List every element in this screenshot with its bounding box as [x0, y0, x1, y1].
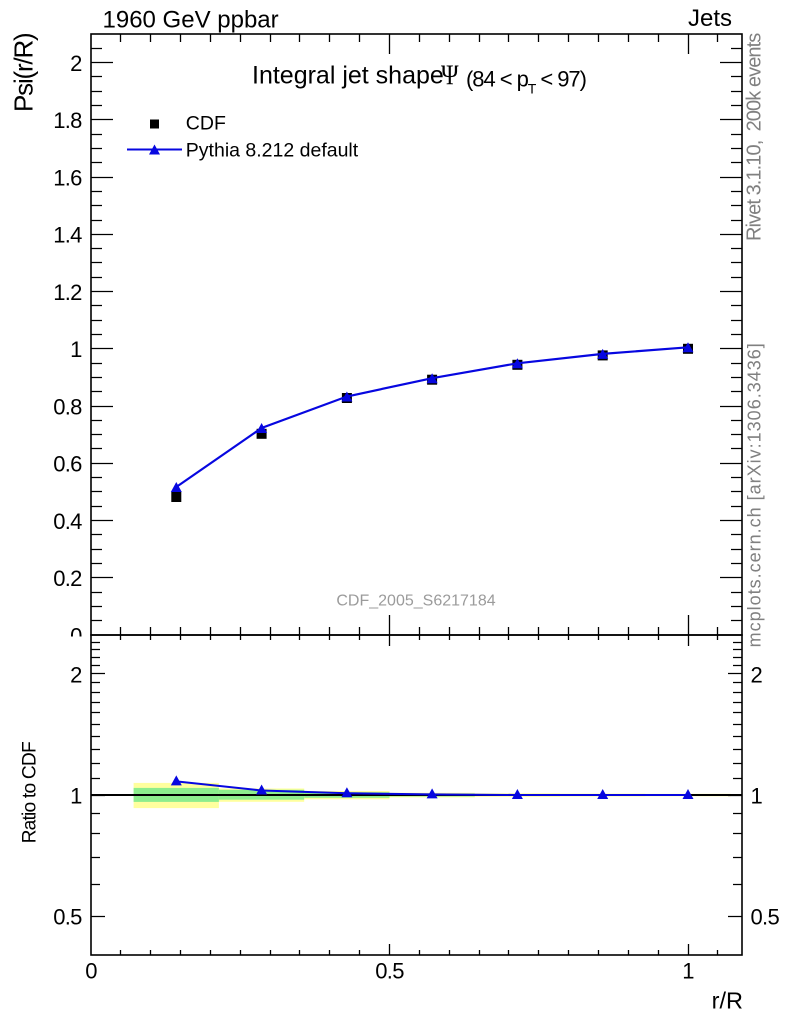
svg-text:Ψ: Ψ [441, 60, 459, 91]
svg-text:Rivet 3.1.10, 200k events: Rivet 3.1.10, 200k events [744, 33, 766, 241]
svg-text:CDF: CDF [186, 113, 226, 135]
svg-text:0.4: 0.4 [53, 509, 82, 534]
svg-text:Integral jet shape: Integral jet shape [252, 61, 444, 89]
svg-text:CDF_2005_S6217184: CDF_2005_S6217184 [336, 592, 495, 609]
svg-text:0.6: 0.6 [53, 452, 82, 477]
svg-text:0.8: 0.8 [53, 394, 82, 419]
svg-text:0.2: 0.2 [53, 566, 82, 591]
svg-text:1.4: 1.4 [53, 223, 82, 248]
svg-text:1960 GeV ppbar: 1960 GeV ppbar [103, 6, 279, 33]
svg-text:2: 2 [70, 51, 82, 76]
svg-text:Jets: Jets [688, 5, 732, 32]
svg-text:Ratio to CDF: Ratio to CDF [19, 742, 40, 843]
svg-text:1.2: 1.2 [53, 280, 82, 305]
svg-text:0.5: 0.5 [53, 904, 82, 929]
svg-text:1: 1 [70, 783, 82, 808]
svg-text:1.6: 1.6 [53, 165, 82, 190]
svg-text:mcplots.cern.ch [arXiv:1306.34: mcplots.cern.ch [arXiv:1306.3436] [745, 342, 765, 647]
svg-text:1: 1 [751, 783, 763, 808]
svg-text:1.8: 1.8 [53, 108, 82, 133]
svg-text:1: 1 [682, 958, 694, 983]
svg-text:1: 1 [70, 337, 82, 362]
svg-text:Psi(r/R): Psi(r/R) [9, 33, 39, 112]
svg-text:2: 2 [751, 662, 763, 687]
svg-text:Pythia 8.212 default: Pythia 8.212 default [186, 139, 359, 161]
svg-text:0: 0 [85, 958, 97, 983]
svg-text:0.5: 0.5 [375, 958, 404, 983]
svg-text:r/R: r/R [712, 988, 743, 1014]
svg-text:0.5: 0.5 [751, 904, 780, 929]
svg-text:2: 2 [70, 662, 82, 687]
